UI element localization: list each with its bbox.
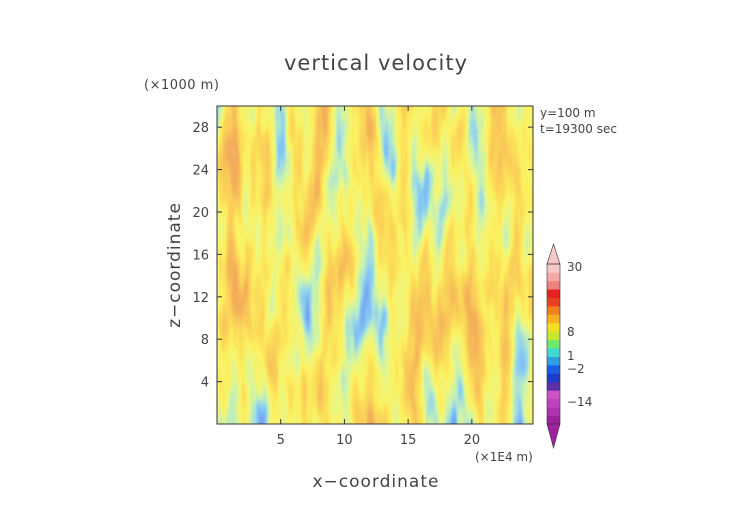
colorbar-swatch xyxy=(547,297,560,307)
y-tick-label: 24 xyxy=(192,164,209,179)
y-tick-label: 20 xyxy=(192,206,209,221)
x-tick-label: 10 xyxy=(336,433,353,448)
y-axis: 4 8 12 16 20 24 28 xyxy=(192,121,533,391)
colorbar-swatch xyxy=(547,264,560,273)
colorbar-swatch xyxy=(547,365,560,374)
y-unit-label: (×1000 m) xyxy=(144,78,219,93)
x-tick-label: 15 xyxy=(400,433,417,448)
colorbar-swatch xyxy=(547,356,560,366)
colorbar-swatch xyxy=(547,314,560,324)
colorbar-swatch xyxy=(547,381,560,391)
colorbar-extend-max xyxy=(546,243,561,265)
annotation-t: t=19300 sec xyxy=(540,122,617,136)
x-tick-label: 20 xyxy=(464,433,481,448)
colorbar-extend-min xyxy=(546,423,561,450)
colorbar-swatch xyxy=(547,339,560,349)
colorbar-label: 1 xyxy=(567,349,575,363)
colorbar-swatch xyxy=(547,407,560,416)
colorbar-swatch xyxy=(547,348,560,357)
colorbar-swatch xyxy=(547,415,560,425)
y-axis-label: z−coordinate xyxy=(165,202,185,328)
colorbar-frame xyxy=(546,263,561,425)
colorbar-label: −2 xyxy=(567,362,585,376)
x-axis-label: x−coordinate xyxy=(313,472,440,492)
y-tick-label: 8 xyxy=(201,333,209,348)
velocity-field xyxy=(217,106,533,424)
colorbar-swatch xyxy=(547,289,560,298)
colorbar xyxy=(546,243,561,450)
colorbar-swatch xyxy=(547,306,560,315)
y-tick-label: 4 xyxy=(201,376,209,391)
colorbar-swatch xyxy=(547,390,560,400)
colorbar-labels: 30 8 1−2 −14 xyxy=(567,260,592,409)
chart-title: vertical velocity xyxy=(284,51,468,75)
annotation-y: y=100 m xyxy=(540,106,596,120)
plot-area xyxy=(216,105,534,425)
plot-frame xyxy=(216,105,534,425)
y-tick-label: 28 xyxy=(192,121,209,136)
colorbar-label: −14 xyxy=(567,395,592,409)
colorbar-swatch xyxy=(547,373,560,383)
x-unit-label: (×1E4 m) xyxy=(475,450,533,464)
y-tick-label: 12 xyxy=(192,291,209,306)
colorbar-label: 30 xyxy=(567,260,582,274)
colorbar-swatch xyxy=(547,280,560,290)
x-axis: 5 10 15 20 xyxy=(277,106,481,448)
colorbar-swatch xyxy=(547,272,560,282)
colorbar-swatch xyxy=(547,331,560,341)
colorbar-swatch xyxy=(547,398,560,408)
y-tick-label: 16 xyxy=(192,248,209,263)
colorbar-label: 8 xyxy=(567,325,575,339)
colorbar-swatch xyxy=(547,322,560,332)
x-tick-label: 5 xyxy=(277,433,285,448)
